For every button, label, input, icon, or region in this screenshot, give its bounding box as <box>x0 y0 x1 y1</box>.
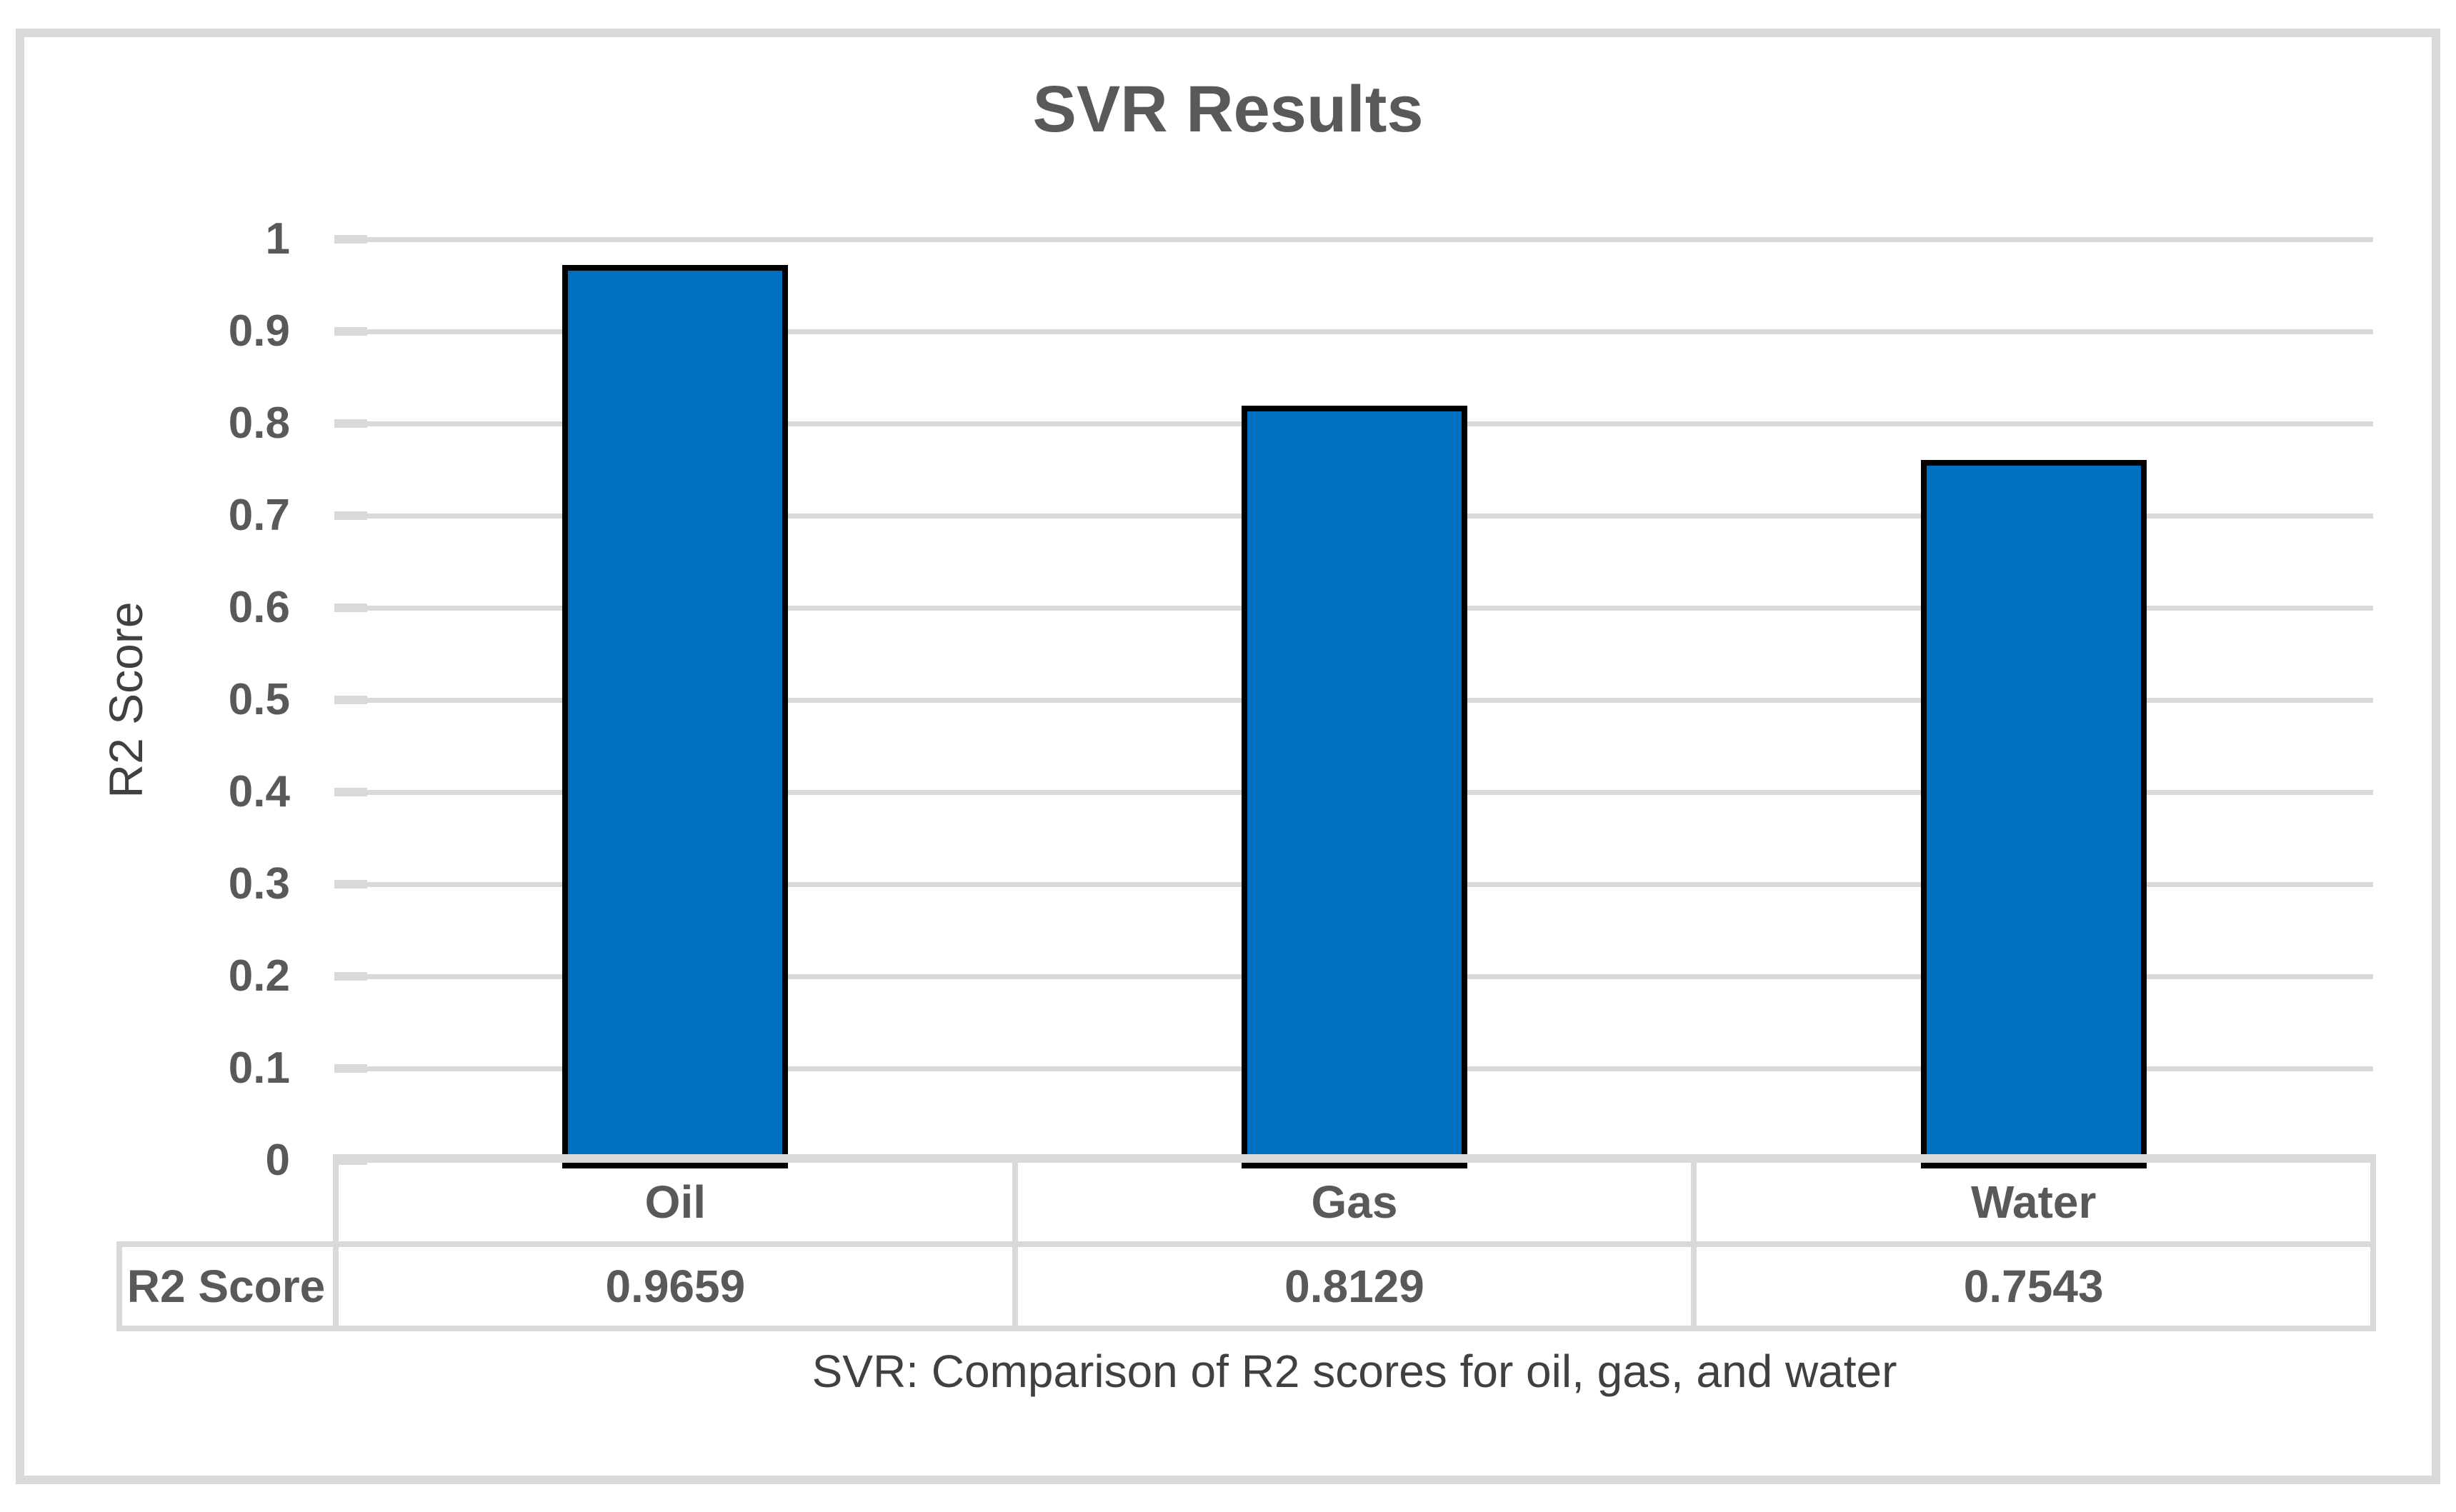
bar-gas <box>1242 406 1467 1168</box>
bar-oil <box>562 264 789 1168</box>
x-axis-line <box>336 1154 2373 1163</box>
y-tick-label: 0.6 <box>228 583 290 632</box>
y-tick-label: 0.9 <box>228 306 290 356</box>
y-tick-label: 0.1 <box>228 1043 290 1093</box>
table-vertical-border <box>2370 1154 2376 1331</box>
chart-title: SVR Results <box>1032 73 1424 146</box>
bar-water <box>1920 459 2147 1168</box>
y-axis-tick <box>334 696 367 704</box>
y-axis-tick <box>334 788 367 796</box>
y-axis-tick <box>334 511 367 520</box>
row-header-cell: R2 Score <box>126 1261 326 1312</box>
y-tick-label: 0.5 <box>228 675 290 724</box>
y-axis-tick <box>334 419 367 428</box>
header-cell-left-border <box>116 1241 122 1331</box>
value-cell-water: 0.7543 <box>1963 1261 2104 1312</box>
y-axis-tick <box>334 880 367 888</box>
table-bottom-border <box>116 1326 2373 1331</box>
y-tick-label: 0.2 <box>228 951 290 1001</box>
category-cell-oil: Oil <box>644 1176 706 1228</box>
category-cell-water: Water <box>1970 1176 2097 1228</box>
y-axis-tick <box>334 972 367 981</box>
y-tick-label: 0.7 <box>228 491 290 540</box>
x-axis-caption: SVR: Comparison of R2 scores for oil, ga… <box>812 1346 1897 1397</box>
gridline <box>336 237 2373 242</box>
gridline <box>336 329 2373 334</box>
y-tick-label: 0 <box>265 1136 290 1185</box>
y-tick-label: 0.8 <box>228 399 290 448</box>
y-tick-label: 0.4 <box>228 767 290 816</box>
y-axis-tick <box>334 235 367 244</box>
y-tick-label: 0.3 <box>228 859 290 908</box>
y-axis-tick <box>334 327 367 336</box>
category-cell-gas: Gas <box>1311 1176 1398 1228</box>
value-cell-oil: 0.9659 <box>605 1261 746 1312</box>
y-axis-tick <box>334 604 367 612</box>
y-tick-label: 1 <box>265 214 290 264</box>
table-mid-border <box>116 1241 2373 1247</box>
value-cell-gas: 0.8129 <box>1284 1261 1424 1312</box>
y-axis-tick <box>334 1064 367 1073</box>
